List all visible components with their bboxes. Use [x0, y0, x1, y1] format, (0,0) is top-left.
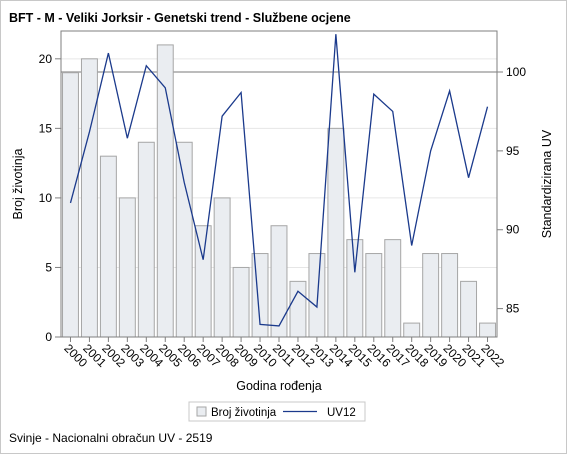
left-tick-label: 15: [39, 121, 53, 135]
bar: [175, 141, 193, 338]
left-tick-label: 0: [45, 330, 52, 344]
right-y-axis: 85 90 95 100: [497, 65, 526, 316]
legend-swatch-bar: [196, 406, 207, 417]
bar: [441, 253, 459, 338]
bar: [346, 239, 364, 338]
bars: [62, 44, 496, 338]
bar: [137, 141, 155, 338]
legend-box: [188, 401, 366, 422]
right-tick-label: 100: [506, 65, 526, 79]
x-axis-title: Godina rođenja: [236, 379, 322, 393]
bar: [62, 72, 79, 338]
right-axis-title: Standardizirana UV: [540, 129, 554, 238]
bar: [460, 280, 478, 338]
legend-label-broj-zivotinja: Broj životinja: [211, 407, 277, 419]
bar: [194, 225, 212, 338]
bar: [327, 127, 345, 338]
x-axis: 2000200120022003200420052006200720082009…: [61, 337, 507, 370]
bar: [403, 322, 421, 338]
right-tick-label: 90: [506, 223, 520, 237]
bar: [422, 253, 440, 338]
left-tick-label: 10: [39, 191, 53, 205]
bar: [365, 253, 383, 338]
footnote: Svinje - Nacionalni obračun UV - 2519: [9, 431, 213, 445]
legend-label-uv12: UV12: [327, 407, 356, 419]
left-axis-title: Broj životinja: [11, 149, 25, 220]
bar: [213, 197, 231, 338]
left-y-axis: 0 5 10 15 20: [39, 52, 61, 344]
right-tick-label: 85: [506, 302, 520, 316]
bar: [232, 266, 250, 338]
bar: [289, 280, 307, 338]
bar: [308, 253, 326, 338]
bar: [384, 239, 402, 338]
uv12-line: [69, 34, 489, 327]
bar: [479, 322, 496, 338]
uv12-line-series: [69, 34, 489, 327]
bar: [118, 197, 136, 338]
left-tick-label: 20: [39, 52, 53, 66]
right-tick-label: 95: [506, 144, 520, 158]
legend: Broj životinja UV12: [188, 401, 366, 422]
chart-title: BFT - M - Veliki Jorksir - Genetski tren…: [9, 11, 351, 25]
bar: [99, 155, 117, 338]
bar: [80, 58, 98, 338]
bar: [270, 225, 288, 338]
left-tick-label: 5: [45, 260, 52, 274]
